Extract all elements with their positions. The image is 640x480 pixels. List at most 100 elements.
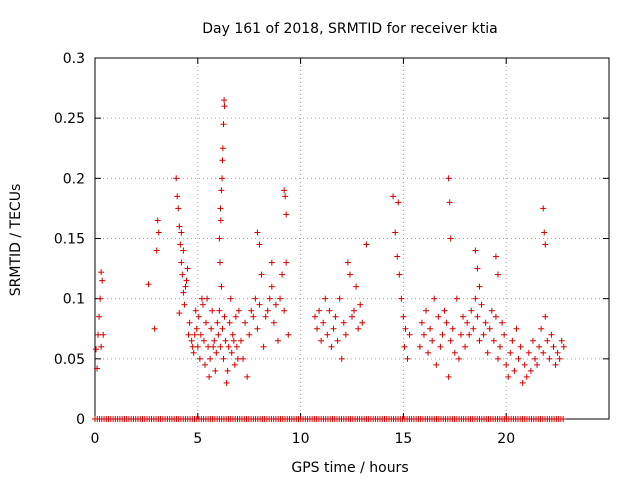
- data-point: [244, 373, 251, 380]
- data-point: [359, 319, 366, 326]
- data-point: [98, 269, 105, 276]
- data-point: [217, 259, 224, 266]
- data-point: [228, 349, 235, 356]
- data-point: [237, 337, 244, 344]
- data-point: [220, 355, 227, 362]
- data-point: [254, 325, 261, 332]
- data-point: [546, 355, 553, 362]
- data-point: [554, 349, 561, 356]
- data-point: [99, 277, 106, 284]
- data-point: [272, 301, 279, 308]
- data-point: [216, 235, 223, 242]
- data-point: [460, 313, 467, 320]
- data-point: [98, 343, 105, 350]
- data-point: [216, 307, 223, 314]
- data-point: [445, 175, 452, 182]
- data-point: [515, 355, 522, 362]
- y-tick-label: 0.3: [63, 51, 85, 67]
- y-tick-label: 0: [76, 412, 85, 428]
- data-point: [527, 367, 534, 374]
- data-point: [222, 337, 229, 344]
- data-point: [181, 301, 188, 308]
- data-point: [180, 247, 187, 254]
- data-point: [402, 325, 409, 332]
- data-point: [145, 281, 152, 288]
- data-point: [201, 361, 208, 368]
- data-point: [474, 265, 481, 272]
- data-point: [536, 343, 543, 350]
- y-axis-label: SRMTID / TECUs: [8, 184, 24, 297]
- data-point: [451, 349, 458, 356]
- data-point: [212, 367, 219, 374]
- data-point: [464, 319, 471, 326]
- data-point: [453, 295, 460, 302]
- data-point: [262, 313, 269, 320]
- data-point: [447, 337, 454, 344]
- chart-title: Day 161 of 2018, SRMTID for receiver kti…: [202, 21, 497, 37]
- data-point: [540, 205, 547, 212]
- data-point: [193, 325, 200, 332]
- data-point: [186, 319, 193, 326]
- data-point: [525, 349, 532, 356]
- data-point: [519, 379, 526, 386]
- x-tick-label: 20: [497, 431, 515, 447]
- data-point: [445, 373, 452, 380]
- data-point: [100, 331, 107, 338]
- data-point: [225, 343, 232, 350]
- data-point: [324, 331, 331, 338]
- data-point: [277, 295, 284, 302]
- data-point: [204, 295, 211, 302]
- data-point: [153, 247, 160, 254]
- data-point: [219, 157, 226, 164]
- data-point: [151, 325, 158, 332]
- data-point: [433, 361, 440, 368]
- data-point: [174, 193, 181, 200]
- data-point: [258, 271, 265, 278]
- data-point: [336, 295, 343, 302]
- data-point: [219, 175, 226, 182]
- data-point: [318, 337, 325, 344]
- data-point: [544, 337, 551, 344]
- data-point: [242, 319, 249, 326]
- data-point: [230, 337, 237, 344]
- data-point: [476, 283, 483, 290]
- data-point: [177, 241, 184, 248]
- data-point: [474, 313, 481, 320]
- data-point: [439, 331, 446, 338]
- data-point: [270, 319, 277, 326]
- data-point: [233, 343, 240, 350]
- data-point: [330, 325, 337, 332]
- data-point: [401, 343, 408, 350]
- data-points: [92, 97, 567, 422]
- data-point: [455, 355, 462, 362]
- data-point: [334, 337, 341, 344]
- data-point: [517, 343, 524, 350]
- data-point: [349, 313, 355, 320]
- data-point: [521, 361, 528, 368]
- data-point: [513, 325, 520, 332]
- data-point: [446, 199, 453, 206]
- data-point: [235, 307, 242, 314]
- data-point: [191, 331, 198, 338]
- data-point: [478, 301, 485, 308]
- data-point: [283, 211, 290, 218]
- data-point: [560, 416, 567, 422]
- data-point: [178, 229, 185, 236]
- data-point: [443, 319, 450, 326]
- data-point: [420, 331, 427, 338]
- data-point: [198, 295, 205, 302]
- data-point: [342, 331, 349, 338]
- data-point: [497, 343, 504, 350]
- data-point: [338, 355, 345, 362]
- data-point: [560, 343, 567, 350]
- data-point: [548, 331, 555, 338]
- data-point: [542, 241, 549, 248]
- data-point: [398, 295, 405, 302]
- data-point: [457, 331, 464, 338]
- data-point: [472, 247, 479, 254]
- data-point: [256, 301, 263, 308]
- data-point: [558, 337, 565, 344]
- y-tick-label: 0.05: [54, 352, 85, 368]
- data-point: [499, 319, 506, 326]
- data-point: [232, 313, 239, 320]
